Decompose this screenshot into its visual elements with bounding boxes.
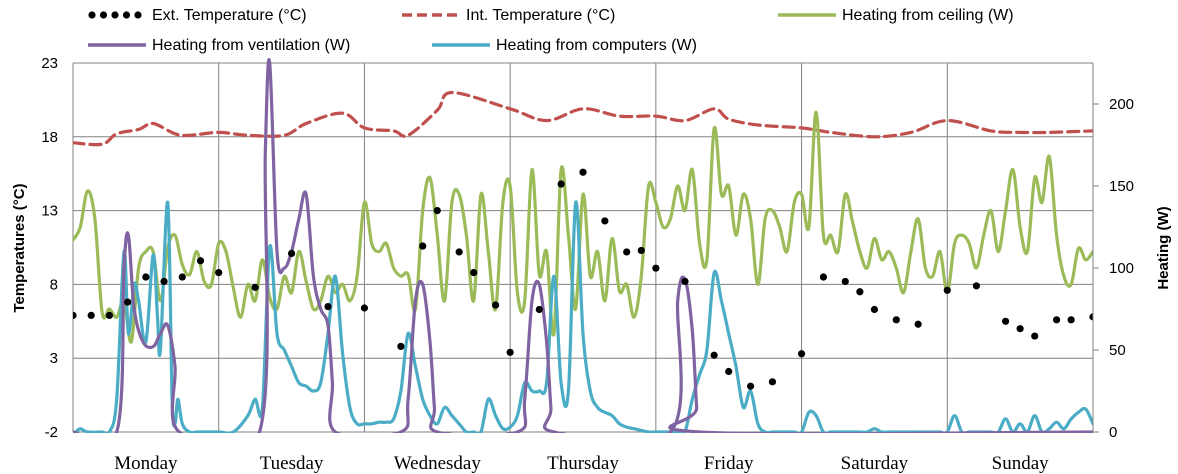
series-ext-point [652,264,660,272]
series-ext-point [491,301,500,309]
series-ext-point [105,311,114,319]
series-ext-point [1052,316,1061,324]
series-ext-point [746,382,755,390]
series-ext-point [1031,332,1039,340]
series-ventilation [73,58,1093,433]
x-tick-label: Sunday [992,453,1050,474]
y-left-tick-label: 3 [50,350,58,367]
series-ext-point [470,268,478,277]
series-ext-point [710,351,718,359]
series-ext-point [419,242,427,250]
series-ceiling [73,110,1093,344]
legend-item-ext: Ext. Temperature (°C) [88,7,307,24]
y-right-tick-label: 50 [1109,342,1126,359]
legend-swatch-dot [111,11,119,19]
series-ext-point [870,305,879,314]
series-ext-point [215,268,223,277]
series-ext-point [196,257,205,265]
legend-label: Ext. Temperature (°C) [152,7,307,24]
series-ventilation-line [73,58,1093,433]
legend-label: Int. Temperature (°C) [466,7,615,24]
series-computers-line [73,200,1093,433]
legend-swatch-dot [88,11,96,19]
legend-label: Heating from computers (W) [496,37,697,54]
y-left-tick-label: 18 [41,129,58,146]
series-ext-point [73,311,77,319]
series-int-line [73,90,1093,147]
y-right-tick-label: 100 [1109,260,1134,277]
legend-label: Heating from ceiling (W) [842,7,1014,24]
series-ext-point [841,277,849,286]
x-tick-label: Friday [704,453,754,474]
series-ext-point [681,277,689,286]
y-left-tick-label: -2 [45,424,58,441]
series-ext-point [87,311,95,319]
series-ext-point [601,217,609,225]
series-ext-point [251,283,259,291]
x-tick-label: Thursday [547,453,619,474]
series-ext-point [535,305,543,314]
series-ext-point [972,282,981,290]
legend-item-ventilation: Heating from ventilation (W) [88,37,350,54]
y-left-axis-title: Temperatures (°C) [11,183,28,312]
series-ceiling-line [73,110,1093,344]
series-ext-point [160,277,168,286]
series-ext-point [1067,316,1075,324]
legend-item-computers: Heating from computers (W) [432,37,697,54]
legend-item-ceiling: Heating from ceiling (W) [778,7,1014,24]
series-ext-point [455,248,463,256]
x-tick-label: Monday [114,453,178,474]
axes: -2 3 8 13 18 23 0 50 100 150 200 Monday Tuesday Wedne… [41,55,1134,474]
series-ext-point [623,248,631,256]
y-left-tick-label: 23 [41,55,58,72]
series-ext-point [768,378,777,386]
series-ext [73,168,1093,390]
series-ext-point [1089,313,1093,321]
legend: Ext. Temperature (°C) Int. Temperature (°… [88,7,1014,54]
series-ext-point [943,286,951,294]
x-tick-label: Saturday [841,453,909,474]
y-left-tick-label: 13 [41,203,58,220]
y-left-tick-label: 8 [50,276,58,293]
series-ext-point [142,273,150,281]
series-ext-point [397,342,405,350]
series-ext-point [797,350,806,358]
series-ext-point [557,180,565,188]
x-tick-label: Wednesday [394,453,482,474]
series-ext-point [433,207,441,215]
legend-label: Heating from ventilation (W) [152,37,350,54]
series-ext-point [725,367,733,376]
series-ext-point [892,316,900,324]
legend-swatch-dot [99,11,108,19]
series-ext-point [124,298,132,306]
y-right-tick-label: 0 [1109,424,1117,441]
series-ext-point [506,348,514,356]
series-ext-point [1001,317,1010,325]
y-right-tick-label: 150 [1109,178,1134,195]
legend-swatch-dot [122,11,131,19]
series-ext-point [819,273,828,281]
y-right-tick-label: 200 [1109,96,1134,113]
series-ext-point [360,304,369,312]
series-ext-point [637,246,645,255]
legend-item-int: Int. Temperature (°C) [402,7,615,24]
series-ext-point [856,288,864,296]
y-right-axis-title: Heating (W) [1155,206,1172,289]
series-ext-point [287,249,296,258]
series-ext-point [914,320,922,328]
series-layer [73,58,1093,433]
legend-swatch-dot [134,11,142,19]
series-computers [73,200,1093,433]
series-int [73,90,1093,147]
series-ext-point [324,302,332,311]
x-tick-label: Tuesday [260,453,324,474]
series-ext-point [178,273,186,281]
series-ext-point [1016,325,1024,333]
series-ext-point [579,168,587,176]
